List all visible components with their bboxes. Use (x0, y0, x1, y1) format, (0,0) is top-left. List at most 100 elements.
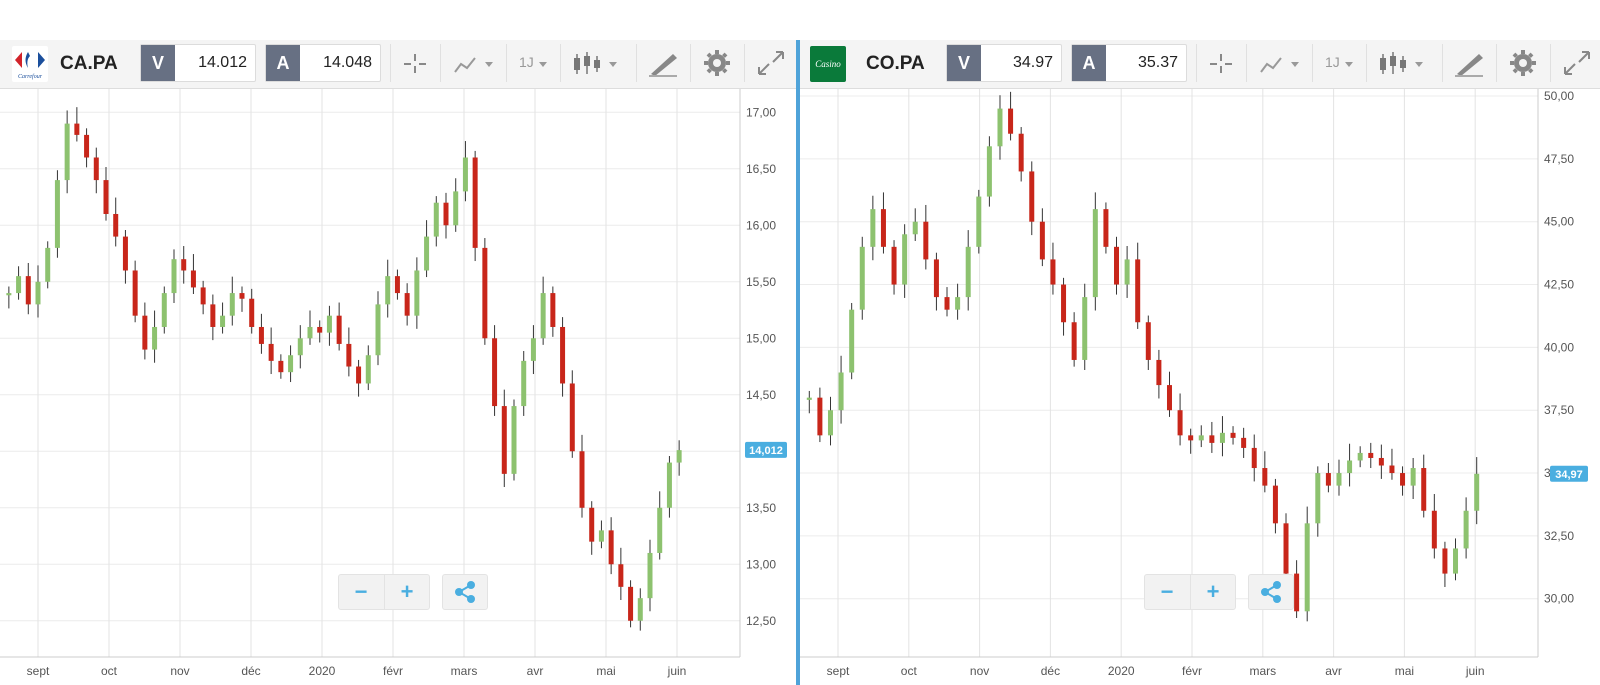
candle-body (54, 180, 60, 248)
candle-body (122, 236, 128, 271)
svg-text:14,012: 14,012 (749, 445, 783, 457)
zoom-in-button[interactable]: + (1190, 575, 1235, 609)
draw-tools-button[interactable] (1442, 44, 1495, 82)
candle-body (550, 293, 556, 327)
candle-body (618, 564, 624, 587)
symbol-label: CO.PA (866, 53, 925, 74)
candle-body (598, 530, 604, 542)
settings-button[interactable] (690, 44, 743, 82)
zoom-out-button[interactable]: − (1160, 579, 1174, 604)
candlestick-chart[interactable]: 50,0047,5045,0042,5040,0037,5035,0032,50… (800, 89, 1600, 685)
chevron-down-icon (539, 62, 547, 67)
chart-type-button[interactable] (1246, 44, 1311, 82)
candle-body (849, 309, 855, 373)
candle-body (530, 338, 536, 361)
x-tick-label: mai (1395, 664, 1414, 678)
candle-body (579, 451, 585, 508)
zoom-in-button[interactable]: + (384, 575, 429, 609)
buy-price-box[interactable]: A 35.37 (1071, 44, 1187, 82)
candle-body (433, 202, 439, 237)
x-tick-label: févr (383, 664, 403, 678)
candle-body (1400, 473, 1406, 486)
buy-price-box[interactable]: A 14.048 (265, 44, 381, 82)
candle-body (1061, 284, 1067, 323)
fullscreen-button[interactable] (1550, 44, 1600, 82)
candle-body (84, 134, 90, 158)
chart-type-button[interactable] (440, 44, 505, 82)
sell-price-box[interactable]: V 14.012 (140, 44, 256, 82)
candle-body (1103, 209, 1109, 247)
y-tick-label: 15,00 (746, 331, 776, 345)
y-tick-label: 42,50 (1544, 278, 1574, 292)
candle-body (1018, 133, 1024, 172)
buy-value: 14.048 (323, 54, 372, 71)
share-button[interactable] (442, 574, 488, 610)
gear-icon (704, 50, 730, 76)
panel-divider[interactable] (796, 40, 800, 685)
carrefour-logo: Carrefour (12, 46, 48, 82)
candle-body (859, 246, 865, 310)
sell-value: 14.012 (198, 54, 247, 71)
candle-body (1325, 473, 1331, 486)
candle-body (1304, 523, 1310, 612)
candle-body (1230, 432, 1236, 438)
candle-body (16, 276, 22, 294)
y-tick-label: 15,50 (746, 275, 776, 289)
candle-body (1198, 435, 1204, 441)
svg-text:Carrefour: Carrefour (18, 73, 43, 80)
candle-body (462, 157, 468, 192)
x-tick-label: déc (241, 664, 260, 678)
candle-body (171, 259, 177, 294)
chart-panel-casino: Casino CO.PA V 34.97 A 35.37 1J (800, 40, 1600, 685)
candle-body (637, 598, 643, 621)
share-button[interactable] (1248, 574, 1294, 610)
candle-body (356, 366, 362, 384)
zoom-out-button[interactable]: − (354, 579, 368, 604)
candle-style-button[interactable] (1366, 44, 1439, 82)
candle-body (1114, 246, 1120, 285)
chart-toolbar: Casino CO.PA V 34.97 A 35.37 1J (800, 40, 1600, 89)
y-tick-label: 12,50 (746, 614, 776, 628)
sell-price-box[interactable]: V 34.97 (946, 44, 1062, 82)
y-tick-label: 13,00 (746, 557, 776, 571)
candle-body (1166, 385, 1172, 411)
crosshair-icon (1210, 54, 1232, 73)
crosshair-button[interactable] (390, 44, 439, 82)
candle-body (307, 326, 313, 339)
y-tick-label: 16,50 (746, 162, 776, 176)
candle-body (25, 276, 31, 305)
draw-tools-button[interactable] (636, 44, 689, 82)
fullscreen-button[interactable] (744, 44, 797, 82)
candlestick-chart[interactable]: 17,0016,5016,0015,5015,0014,5014,0013,50… (0, 89, 796, 685)
candle-body (997, 108, 1003, 147)
candle-body (1431, 510, 1437, 549)
candle-body (414, 270, 420, 316)
candle-body (1389, 465, 1395, 474)
candle-body (1145, 322, 1151, 360)
crosshair-button[interactable] (1196, 44, 1245, 82)
candle-body (229, 293, 235, 316)
sell-value: 34.97 (1012, 54, 1053, 71)
candlestick-icon (1380, 52, 1423, 74)
chart-toolbar: Carrefour CA.PA V 14.012 A 14.048 (0, 40, 796, 89)
candle-body (1092, 209, 1098, 298)
candle-body (35, 281, 41, 305)
candle-body (608, 530, 614, 565)
candle-body (1357, 452, 1363, 461)
timeframe-select[interactable]: 1J (506, 44, 559, 82)
timeframe-select[interactable]: 1J (1312, 44, 1365, 82)
candle-body (1283, 523, 1289, 574)
candle-body (569, 383, 575, 452)
candle-body (1442, 548, 1448, 574)
candle-body (1071, 322, 1077, 360)
candle-style-button[interactable] (560, 44, 633, 82)
share-icon (455, 581, 475, 603)
candle-body (628, 586, 634, 621)
x-tick-label: sept (27, 664, 50, 678)
settings-button[interactable] (1496, 44, 1549, 82)
candle-body (239, 293, 245, 299)
candle-body (317, 326, 323, 333)
candle-body (181, 259, 187, 271)
candle-body (986, 146, 992, 197)
candle-body (912, 221, 918, 235)
